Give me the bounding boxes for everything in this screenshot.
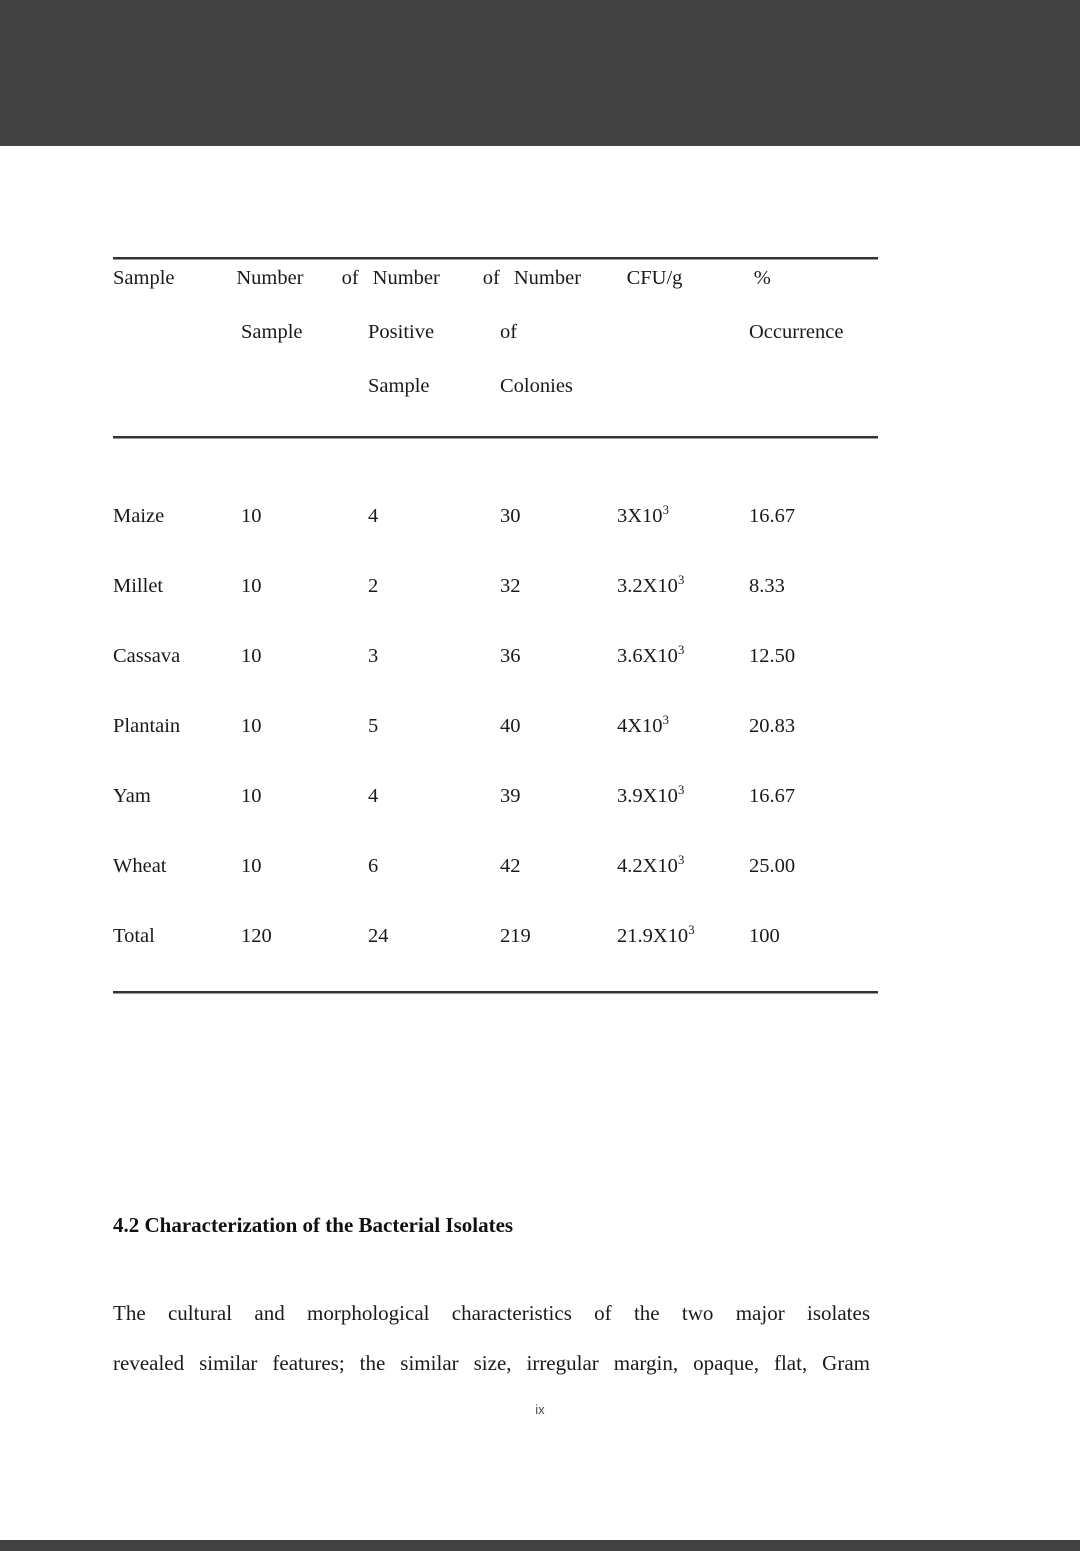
cell-number-positive: 2 [368,574,379,597]
cell-sample: Plantain [113,714,181,737]
cell-number-of-sample: 10 [241,784,262,807]
table-top-rule [113,257,878,260]
cell-percent-occurrence: 16.67 [749,504,796,527]
header-cell-number-of-sample-line1: Number of [236,268,372,289]
cell-number-of-sample: 10 [241,644,262,667]
cell-number-colonies: 32 [500,574,521,597]
cell-number-of-sample: 120 [241,924,272,947]
cell-sample: Yam [113,784,151,807]
cell-number-positive: 3 [368,644,379,667]
body-paragraph: The cultural and morphological character… [113,1288,870,1388]
cell-cfu: 3.2X103 [617,572,749,597]
cell-percent-occurrence: 100 [749,924,780,947]
table-header-rule [113,436,878,439]
results-table: Sample Number of Number of Number CFU/g … [113,257,878,994]
cfu-mantissa: 3.2X10 [617,574,678,597]
cell-cfu: 3.6X103 [617,642,749,667]
cell-number-colonies: 219 [500,924,531,947]
document-page-sheet: Sample Number of Number of Number CFU/g … [0,146,1080,1540]
cell-number-positive: 4 [368,504,379,527]
cell-cfu: 21.9X103 [617,922,749,947]
section-heading: 4.2 Characterization of the Bacterial Is… [113,1213,514,1237]
cell-number-positive: 5 [368,714,379,737]
cell-percent-occurrence: 12.50 [749,644,796,667]
header-cell-number-positive-line2: Positive [368,321,435,343]
table-row: Wheat 10 6 42 4.2X103 25.00 [113,831,878,901]
cell-percent-occurrence: 20.83 [749,714,796,737]
cell-cfu: 4X103 [617,712,749,737]
header-word-of: of [482,267,500,289]
header-cell-percent-line1: % [753,267,771,289]
cell-number-colonies: 40 [500,714,521,737]
cfu-exponent: 3 [677,642,685,657]
header-cell-number-colonies-line1: Number [513,267,582,289]
cell-sample: Cassava [113,644,181,667]
cfu-exponent: 3 [662,712,669,727]
viewer-top-chrome-bar [0,0,1080,146]
cfu-mantissa: 3.9X10 [617,784,678,807]
cell-sample: Maize [113,504,165,527]
header-cell-sample-line1: Sample [113,267,175,289]
table-row: Maize 10 4 30 3X103 16.67 [113,481,878,551]
table-row: Cassava 10 3 36 3.6X103 12.50 [113,621,878,691]
table-header-row-1: Sample Number of Number of Number CFU/g … [113,268,878,322]
cell-sample: Millet [113,574,164,597]
table-body-group: Maize 10 4 30 3X103 16.67 Millet 10 2 32… [113,439,878,971]
header-cell-percent-line2: Occurrence [749,321,844,343]
cell-number-of-sample: 10 [241,854,262,877]
cell-number-of-sample: 10 [241,574,262,597]
header-word-of: of [341,267,359,289]
cell-percent-occurrence: 25.00 [749,854,796,877]
header-cell-number-colonies-line2: of [500,321,518,343]
paragraph-line: revealed similar features; the similar s… [113,1351,870,1375]
cell-percent-occurrence: 16.67 [749,784,796,807]
table-bottom-rule-wrap [113,971,878,994]
cfu-exponent: 3 [677,572,685,587]
cell-cfu: 4.2X103 [617,852,749,877]
cfu-exponent: 3 [677,852,685,867]
table-row: Millet 10 2 32 3.2X103 8.33 [113,551,878,621]
table-bottom-rule [113,991,878,994]
cell-number-colonies: 30 [500,504,521,527]
cfu-exponent: 3 [662,502,669,517]
header-cell-cfu-line1: CFU/g [626,267,683,289]
cell-number-colonies: 36 [500,644,521,667]
cfu-exponent: 3 [688,922,695,937]
cell-number-colonies: 42 [500,854,521,877]
table-header-group: Sample Number of Number of Number CFU/g … [113,260,878,430]
cell-number-positive: 6 [368,854,379,877]
cell-number-positive: 4 [368,784,379,807]
cell-sample: Wheat [113,854,167,877]
cfu-mantissa: 3.6X10 [617,644,678,667]
cfu-mantissa: 4X10 [617,714,663,737]
cfu-mantissa: 4.2X10 [617,854,678,877]
page-number: ix [535,1402,545,1417]
header-word-number: Number [372,267,440,289]
table-header-row-3: Sample Colonies [113,376,878,430]
header-word-number: Number [236,267,304,289]
cell-number-of-sample: 10 [241,504,262,527]
cell-sample: Total [113,924,155,947]
cell-cfu: 3X103 [617,502,749,527]
cell-number-colonies: 39 [500,784,521,807]
cell-cfu: 3.9X103 [617,782,749,807]
header-cell-number-colonies-line3: Colonies [500,375,573,397]
cfu-mantissa: 3X10 [617,504,663,527]
header-cell-number-positive-line1: Number of [373,268,514,289]
paragraph-line: The cultural and morphological character… [113,1301,870,1325]
cfu-mantissa: 21.9X10 [617,924,689,947]
table-row: Plantain 10 5 40 4X103 20.83 [113,691,878,761]
cfu-exponent: 3 [677,782,685,797]
header-cell-number-positive-line3: Sample [368,375,430,397]
cell-number-positive: 24 [368,924,389,947]
table-row-total: Total 120 24 219 21.9X103 100 [113,901,878,971]
cell-number-of-sample: 10 [241,714,262,737]
viewer-bottom-chrome-bar [0,1540,1080,1551]
table-mid-rule-wrap [113,430,878,439]
cell-percent-occurrence: 8.33 [749,574,785,597]
table-header-row-2: Sample Positive of Occurrence [113,322,878,376]
table-row: Yam 10 4 39 3.9X103 16.67 [113,761,878,831]
header-cell-number-of-sample-line2: Sample [241,321,303,343]
